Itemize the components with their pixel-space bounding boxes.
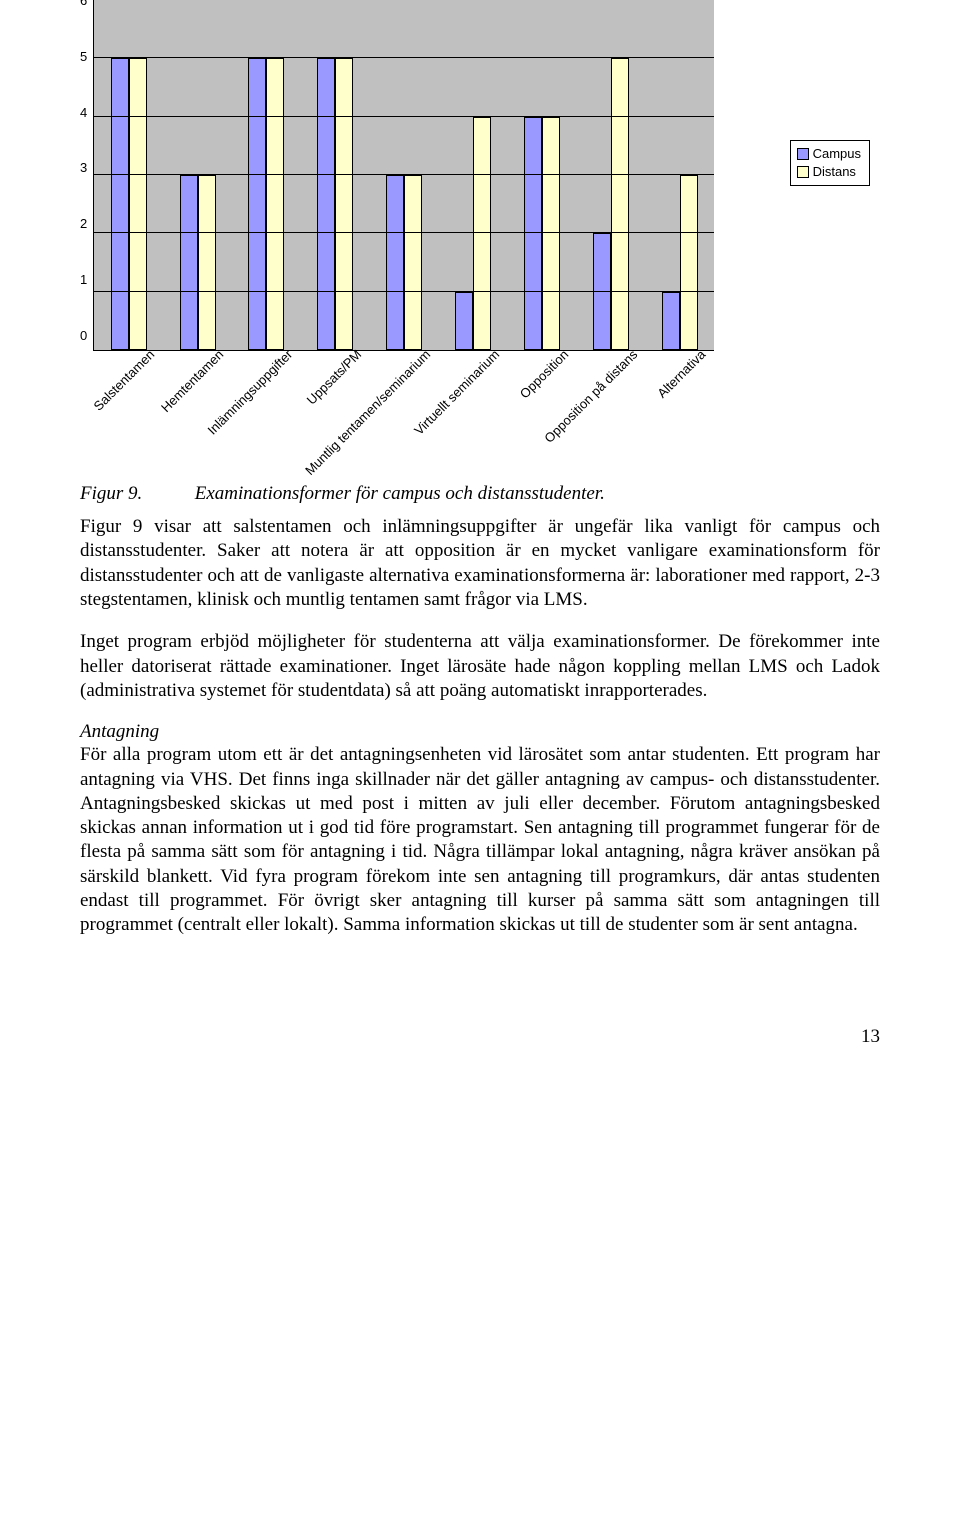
bar-campus <box>386 175 404 350</box>
bar-group <box>248 58 284 350</box>
page-number: 13 <box>0 996 960 1048</box>
subheading-antagning: Antagning <box>80 721 880 743</box>
figure-caption: Figur 9. Examinationsformer för campus o… <box>80 483 880 505</box>
legend-label: Campus <box>813 145 861 163</box>
y-tick-label: 1 <box>80 272 87 287</box>
bar-group <box>111 58 147 350</box>
paragraph-1: Figur 9 visar att salstentamen och inläm… <box>80 515 880 612</box>
bar-distans <box>198 175 216 350</box>
y-tick-label: 2 <box>80 216 87 231</box>
bar-campus <box>180 175 198 350</box>
bar-campus <box>111 58 129 350</box>
bar-distans <box>680 175 698 350</box>
legend-item: Distans <box>797 163 861 181</box>
bar-distans <box>266 58 284 350</box>
legend-label: Distans <box>813 163 856 181</box>
bar-campus <box>593 233 611 350</box>
bar-group <box>386 175 422 350</box>
figure-caption-text: Examinationsformer för campus och distan… <box>195 483 605 504</box>
y-tick-label: 4 <box>80 105 87 120</box>
gridline <box>94 291 714 292</box>
paragraph-3: För alla program utom ett är det antagni… <box>80 743 880 938</box>
examination-forms-chart: 6 5 4 3 2 1 0 SalstentamenHemtentamenInlämning… <box>80 0 880 471</box>
y-tick-label: 3 <box>80 160 87 175</box>
bar-distans <box>129 58 147 350</box>
chart-legend: CampusDistans <box>790 140 870 186</box>
bar-group <box>662 175 698 350</box>
bar-group <box>593 58 629 350</box>
bar-group <box>317 58 353 350</box>
bar-distans <box>404 175 422 350</box>
x-tick-label: Alternativa <box>685 351 770 436</box>
gridline <box>94 116 714 117</box>
bar-campus <box>662 292 680 350</box>
legend-swatch <box>797 166 809 178</box>
bar-distans <box>611 58 629 350</box>
bar-campus <box>317 58 335 350</box>
bar-campus <box>248 58 266 350</box>
y-tick-label: 0 <box>80 328 87 343</box>
x-axis-labels: SalstentamenHemtentamenInlämningsuppgift… <box>100 351 720 471</box>
gridline <box>94 174 714 175</box>
bar-group <box>180 175 216 350</box>
bar-distans <box>335 58 353 350</box>
legend-item: Campus <box>797 145 861 163</box>
y-tick-label: 6 <box>80 0 87 8</box>
gridline <box>94 57 714 58</box>
y-tick-label: 5 <box>80 49 87 64</box>
gridline <box>94 232 714 233</box>
y-axis: 6 5 4 3 2 1 0 <box>80 0 93 343</box>
paragraph-2: Inget program erbjöd möjligheter för stu… <box>80 630 880 703</box>
bar-campus <box>455 292 473 350</box>
legend-swatch <box>797 148 809 160</box>
figure-number: Figur 9. <box>80 483 190 505</box>
chart-plot-area <box>93 0 714 351</box>
